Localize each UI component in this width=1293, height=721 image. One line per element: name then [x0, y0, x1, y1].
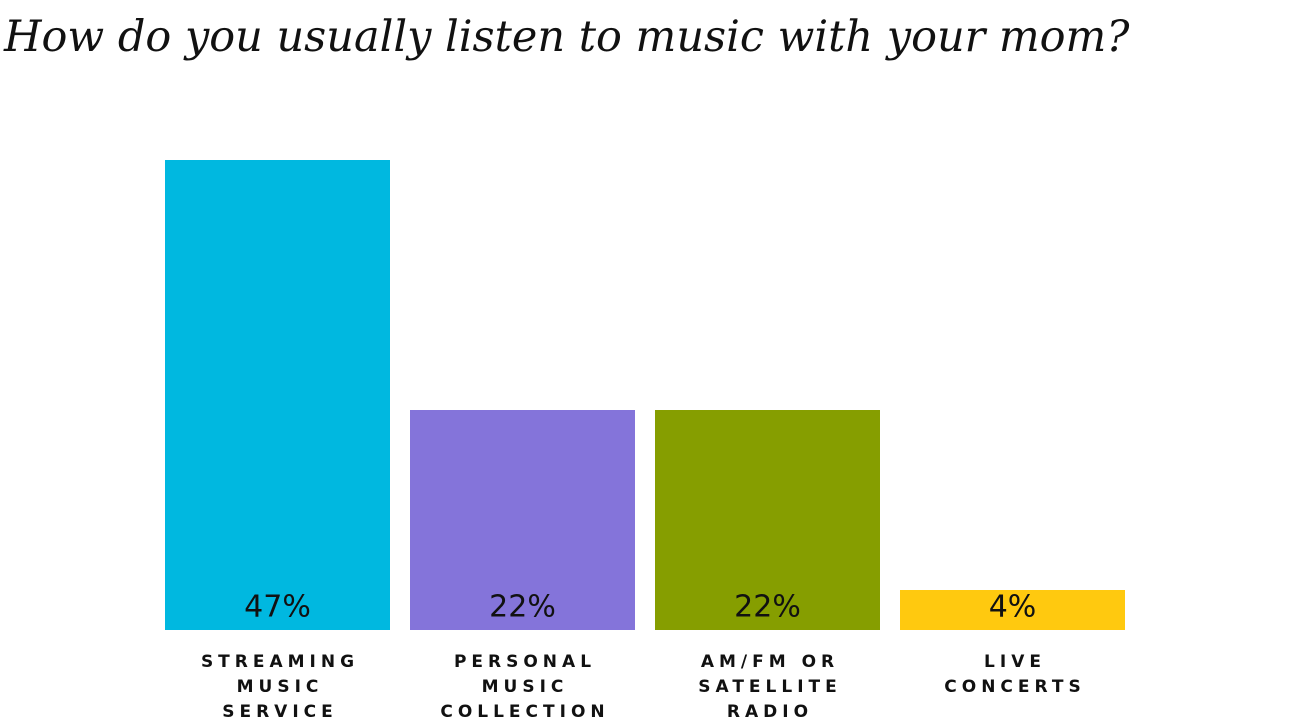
value-label: 22% — [489, 590, 556, 625]
x-tick-label: CONCERTS — [944, 677, 1085, 697]
x-tick-label: STREAMING — [201, 652, 359, 672]
x-tick-label: MUSIC — [237, 677, 324, 697]
x-tick-label: MUSIC — [482, 677, 569, 697]
bar — [655, 410, 880, 630]
value-label: 22% — [734, 590, 801, 625]
value-label: 4% — [989, 590, 1037, 625]
x-tick-label: PERSONAL — [454, 652, 596, 672]
x-tick-label: RADIO — [727, 702, 813, 721]
x-tick-label: AM/FM OR — [701, 652, 839, 672]
bar — [410, 410, 635, 630]
bar — [900, 590, 1125, 630]
x-tick-label: COLLECTION — [440, 702, 609, 721]
bar — [165, 160, 390, 630]
chart-title: How do you usually listen to music with … — [3, 12, 1130, 62]
x-tick-label: LIVE — [984, 652, 1046, 672]
x-tick-label: SATELLITE — [698, 677, 842, 697]
x-tick-label: SERVICE — [222, 702, 338, 721]
value-label: 47% — [244, 590, 311, 625]
